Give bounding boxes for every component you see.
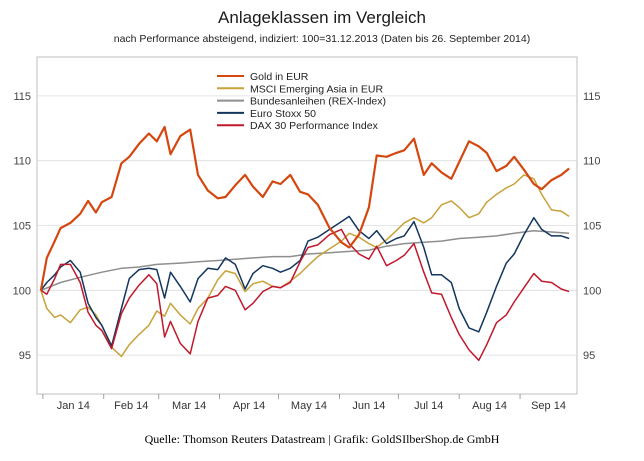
- y-tick-label-right: 105: [583, 221, 601, 233]
- chart-subtitle: nach Performance absteigend, indiziert: …: [113, 33, 531, 45]
- series-line: [40, 215, 570, 347]
- chart-title: Anlageklassen im Vergleich: [218, 8, 426, 27]
- series-line: [40, 228, 570, 362]
- series-line: [40, 174, 570, 358]
- y-tick-label: 115: [13, 91, 31, 103]
- source-note: Quelle: Thomson Reuters Datastream | Gra…: [144, 432, 500, 446]
- legend-label: Bundesanleihen (REX-Index): [250, 96, 386, 108]
- y-tick-label: 95: [19, 350, 31, 362]
- y-tick-label: 100: [13, 285, 31, 297]
- y-tick-label: 105: [13, 221, 31, 233]
- y-tick-label-right: 100: [583, 285, 601, 297]
- x-tick-label: Aug 14: [472, 400, 507, 412]
- x-tick-label: Apr 14: [233, 400, 265, 412]
- x-tick-label: Feb 14: [114, 400, 148, 412]
- legend-label: MSCI Emerging Asia in EUR: [250, 83, 383, 95]
- series-line: [40, 229, 570, 291]
- legend-label: Gold in EUR: [250, 71, 309, 83]
- legend-label: Euro Stoxx 50: [250, 108, 316, 120]
- x-tick-label: Jul 14: [414, 400, 443, 412]
- y-tick-label: 110: [13, 156, 31, 168]
- x-tick-label: Sep 14: [531, 400, 566, 412]
- legend-label: DAX 30 Performance Index: [250, 120, 379, 132]
- x-tick-label: Mar 14: [172, 400, 206, 412]
- x-tick-label: Jan 14: [57, 400, 90, 412]
- y-tick-label-right: 110: [583, 156, 601, 168]
- series-line: [39, 125, 570, 291]
- x-tick-label: Jun 14: [352, 400, 385, 412]
- x-tick-label: May 14: [291, 400, 327, 412]
- y-tick-label-right: 115: [583, 91, 601, 103]
- y-tick-label-right: 95: [583, 350, 595, 362]
